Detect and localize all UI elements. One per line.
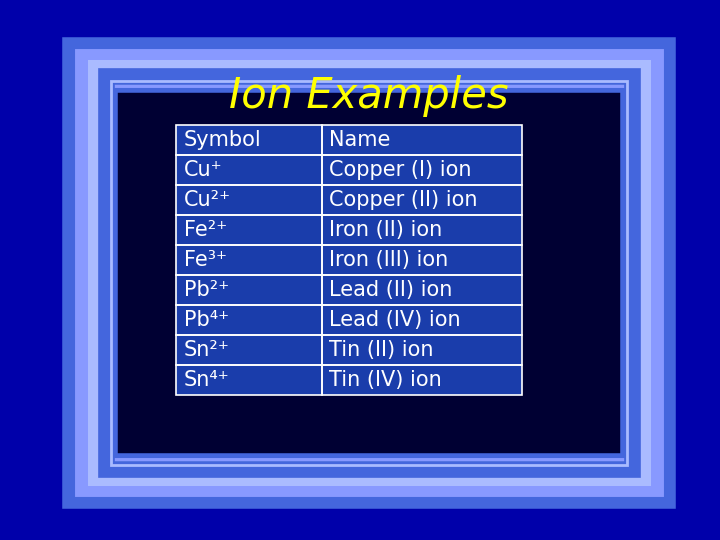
Text: Pb⁴⁺: Pb⁴⁺ bbox=[184, 309, 229, 330]
Bar bbox=[176, 215, 322, 245]
Bar bbox=[176, 245, 322, 275]
Text: Tin (IV) ion: Tin (IV) ion bbox=[329, 369, 441, 389]
Text: Tin (II) ion: Tin (II) ion bbox=[329, 340, 433, 360]
Bar bbox=[322, 364, 523, 395]
Bar bbox=[176, 364, 322, 395]
Bar bbox=[176, 185, 322, 215]
Bar bbox=[322, 125, 523, 155]
Bar bbox=[322, 155, 523, 185]
Text: Lead (II) ion: Lead (II) ion bbox=[329, 280, 452, 300]
Bar bbox=[176, 215, 322, 245]
Text: Lead (IV) ion: Lead (IV) ion bbox=[329, 309, 461, 330]
Bar bbox=[322, 275, 523, 305]
Text: Copper (I) ion: Copper (I) ion bbox=[329, 160, 472, 180]
Bar bbox=[176, 155, 322, 185]
Text: Sn²⁺: Sn²⁺ bbox=[184, 340, 230, 360]
Bar bbox=[322, 185, 523, 215]
Bar bbox=[176, 125, 322, 155]
Text: Symbol: Symbol bbox=[184, 130, 261, 150]
Bar bbox=[322, 305, 523, 335]
Text: Pb²⁺: Pb²⁺ bbox=[184, 280, 229, 300]
Bar bbox=[176, 185, 322, 215]
Bar bbox=[322, 215, 523, 245]
Text: Iron (III) ion: Iron (III) ion bbox=[329, 250, 448, 270]
Bar bbox=[322, 245, 523, 275]
Text: Cu²⁺: Cu²⁺ bbox=[184, 190, 231, 210]
Bar bbox=[176, 125, 322, 155]
Text: Ion Examples: Ion Examples bbox=[229, 75, 509, 117]
Bar bbox=[176, 305, 322, 335]
Bar bbox=[176, 364, 322, 395]
Bar bbox=[176, 275, 322, 305]
Bar bbox=[322, 364, 523, 395]
Bar bbox=[176, 335, 322, 365]
Bar bbox=[176, 275, 322, 305]
Text: Name: Name bbox=[329, 130, 390, 150]
Text: Sn⁴⁺: Sn⁴⁺ bbox=[184, 369, 230, 389]
Bar bbox=[176, 335, 322, 365]
Bar bbox=[322, 245, 523, 275]
Bar bbox=[322, 215, 523, 245]
Bar bbox=[322, 275, 523, 305]
Bar bbox=[176, 305, 322, 335]
Bar bbox=[322, 155, 523, 185]
Bar bbox=[176, 245, 322, 275]
Text: Copper (II) ion: Copper (II) ion bbox=[329, 190, 477, 210]
Text: Fe²⁺: Fe²⁺ bbox=[184, 220, 227, 240]
Text: Fe³⁺: Fe³⁺ bbox=[184, 250, 227, 270]
Text: Iron (II) ion: Iron (II) ion bbox=[329, 220, 442, 240]
Bar bbox=[322, 335, 523, 365]
Bar bbox=[322, 185, 523, 215]
Bar bbox=[176, 155, 322, 185]
Bar bbox=[322, 305, 523, 335]
Bar bbox=[322, 125, 523, 155]
Text: Cu⁺: Cu⁺ bbox=[184, 160, 222, 180]
Bar bbox=[322, 335, 523, 365]
